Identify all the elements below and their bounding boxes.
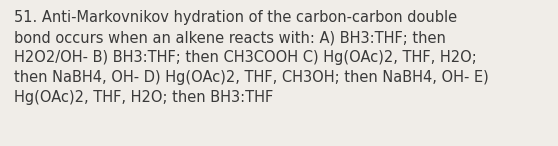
Text: 51. Anti-Markovnikov hydration of the carbon-carbon double
bond occurs when an a: 51. Anti-Markovnikov hydration of the ca…	[14, 10, 489, 105]
